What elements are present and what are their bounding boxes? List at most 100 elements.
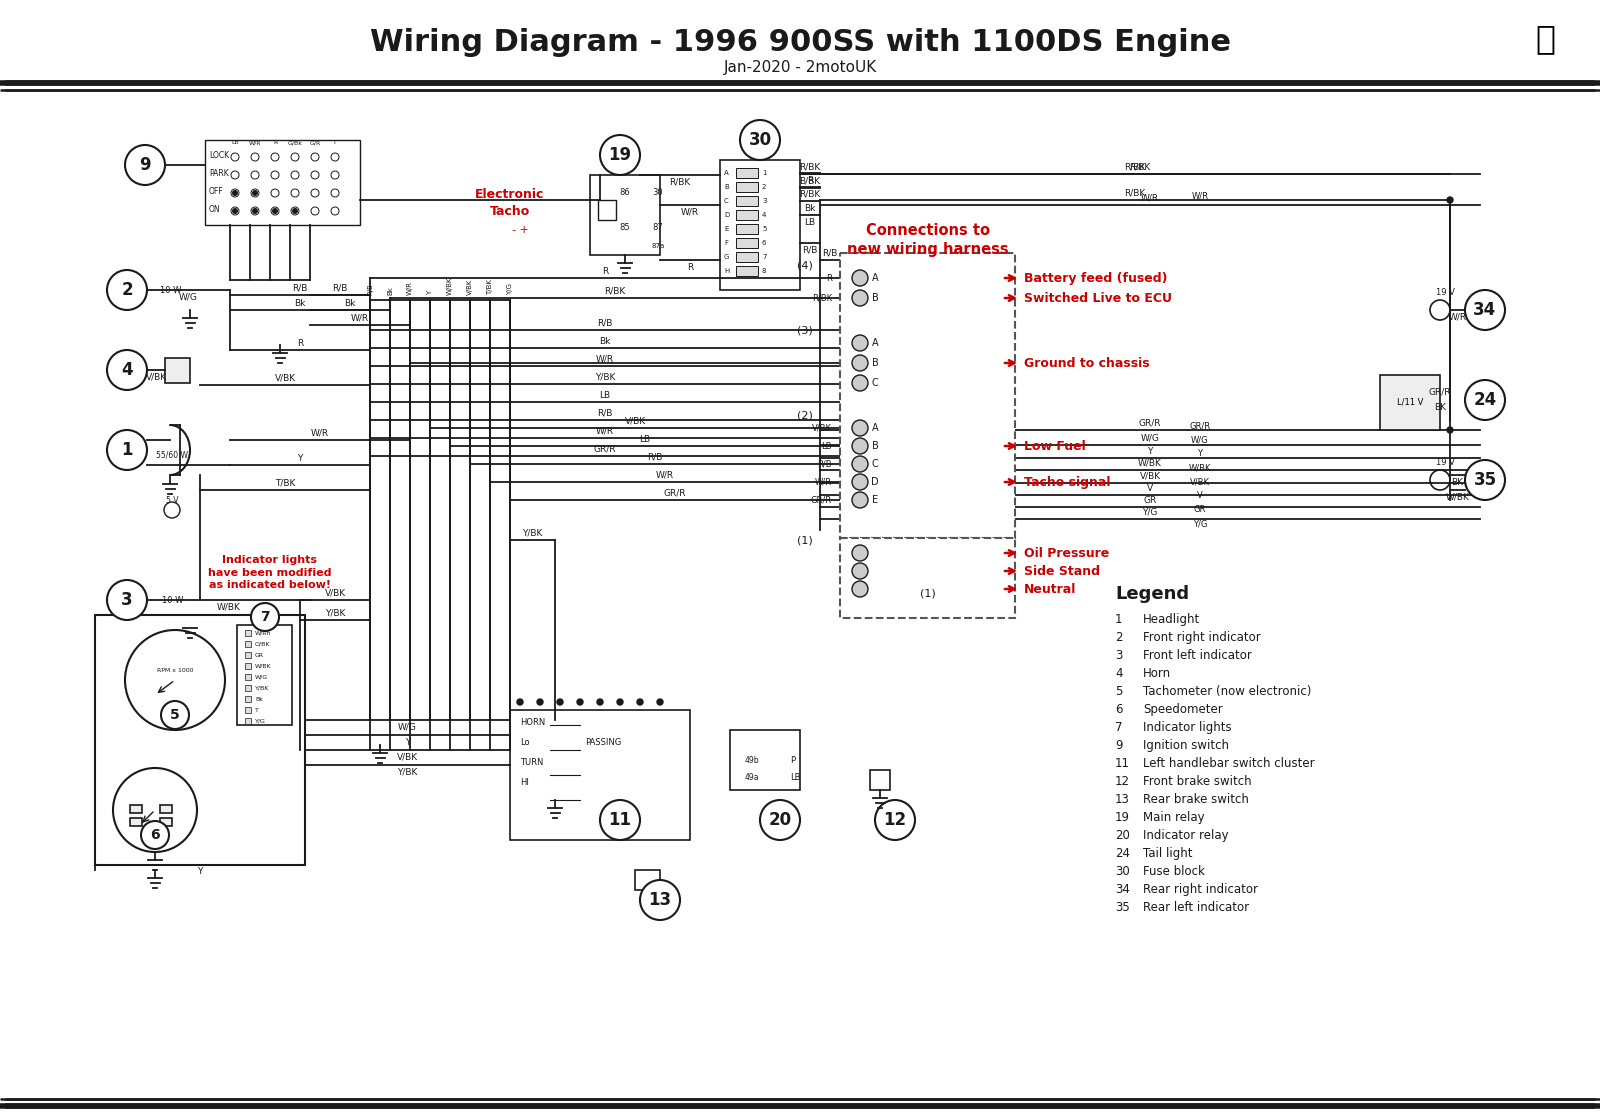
Text: W/R: W/R xyxy=(595,354,614,363)
Text: 4: 4 xyxy=(1115,667,1123,680)
Text: Battery feed (fused): Battery feed (fused) xyxy=(1024,272,1168,284)
Text: Y: Y xyxy=(405,737,410,746)
Text: Indicator lights: Indicator lights xyxy=(1142,721,1232,734)
Circle shape xyxy=(1466,460,1506,500)
Text: (1): (1) xyxy=(797,535,813,545)
Circle shape xyxy=(1446,197,1453,203)
Text: R: R xyxy=(298,339,302,348)
Text: PARK: PARK xyxy=(210,168,229,177)
Text: G: G xyxy=(723,254,730,260)
Text: LB: LB xyxy=(640,434,651,443)
Text: R/B: R/B xyxy=(802,245,818,254)
Text: 9: 9 xyxy=(1115,739,1123,752)
Text: R: R xyxy=(274,140,277,145)
Text: R: R xyxy=(806,176,813,185)
Text: Neutral: Neutral xyxy=(1024,583,1077,596)
Text: Y/G: Y/G xyxy=(507,283,514,295)
Text: D: D xyxy=(723,212,730,218)
Text: 12: 12 xyxy=(883,811,907,829)
FancyBboxPatch shape xyxy=(160,805,173,813)
Text: Lo: Lo xyxy=(520,737,530,747)
Text: 10 W: 10 W xyxy=(162,596,184,605)
Text: Bk: Bk xyxy=(387,286,394,295)
Circle shape xyxy=(125,145,165,185)
Text: 🏍: 🏍 xyxy=(1534,22,1555,55)
Text: Y: Y xyxy=(1147,447,1152,456)
Text: V/BK: V/BK xyxy=(325,588,346,597)
Text: R/B: R/B xyxy=(597,319,613,328)
Text: 6: 6 xyxy=(1115,703,1123,716)
Text: B: B xyxy=(872,441,878,451)
Text: 2: 2 xyxy=(1115,631,1123,644)
Text: Headlight: Headlight xyxy=(1142,613,1200,626)
Text: 9: 9 xyxy=(139,156,150,174)
Text: Y: Y xyxy=(1197,449,1203,458)
Text: F: F xyxy=(723,240,728,246)
Circle shape xyxy=(517,698,523,705)
Text: W/G: W/G xyxy=(398,723,418,732)
Text: GR: GR xyxy=(254,653,264,657)
FancyBboxPatch shape xyxy=(635,870,661,890)
Bar xyxy=(736,182,758,192)
Text: Bk: Bk xyxy=(805,204,816,213)
Circle shape xyxy=(760,800,800,840)
FancyBboxPatch shape xyxy=(237,625,291,725)
Text: (4): (4) xyxy=(797,260,813,270)
Text: 7: 7 xyxy=(1115,721,1123,734)
Text: 11: 11 xyxy=(608,811,632,829)
Text: 12: 12 xyxy=(1115,775,1130,788)
Text: V/BK: V/BK xyxy=(813,423,832,432)
Text: (2): (2) xyxy=(797,410,813,420)
Text: R: R xyxy=(826,274,832,283)
Text: 19: 19 xyxy=(608,146,632,164)
Text: Y/BK: Y/BK xyxy=(595,372,614,381)
Circle shape xyxy=(600,800,640,840)
Text: 20: 20 xyxy=(768,811,792,829)
Text: Fuse block: Fuse block xyxy=(1142,864,1205,878)
Text: W/R: W/R xyxy=(310,429,330,438)
Text: 49b: 49b xyxy=(746,755,760,764)
Text: GR/R: GR/R xyxy=(1429,388,1451,397)
Circle shape xyxy=(1446,427,1453,433)
Bar xyxy=(736,168,758,178)
Text: W/BK: W/BK xyxy=(216,603,240,612)
Text: HORN: HORN xyxy=(520,719,546,727)
Circle shape xyxy=(597,698,603,705)
Text: Y/BK: Y/BK xyxy=(254,685,269,691)
Text: 35: 35 xyxy=(1115,901,1130,913)
Circle shape xyxy=(291,208,298,214)
Text: 13: 13 xyxy=(648,891,672,909)
Text: D: D xyxy=(870,477,878,487)
Bar xyxy=(245,696,251,702)
Text: H: H xyxy=(723,268,730,274)
Circle shape xyxy=(600,135,640,175)
Text: Y/G: Y/G xyxy=(1142,508,1158,517)
Text: 3: 3 xyxy=(1115,649,1122,662)
Text: C: C xyxy=(723,198,728,204)
Text: G/Bk: G/Bk xyxy=(288,140,302,145)
Text: 5: 5 xyxy=(170,709,179,722)
Text: Y/G: Y/G xyxy=(1194,519,1206,528)
Text: 30: 30 xyxy=(1115,864,1130,878)
Text: 19 V: 19 V xyxy=(1435,289,1454,297)
Bar xyxy=(736,224,758,234)
Bar xyxy=(245,719,251,724)
Text: 24: 24 xyxy=(1474,391,1496,409)
Text: 86: 86 xyxy=(619,188,630,197)
Text: V/BK: V/BK xyxy=(1139,471,1160,480)
Text: Ignition switch: Ignition switch xyxy=(1142,739,1229,752)
Text: BK: BK xyxy=(1451,478,1464,487)
FancyBboxPatch shape xyxy=(1379,375,1440,430)
Text: A: A xyxy=(723,170,728,176)
Circle shape xyxy=(851,582,867,597)
Text: Y/BK: Y/BK xyxy=(522,528,542,537)
Circle shape xyxy=(251,603,278,631)
Text: R/BK: R/BK xyxy=(669,177,691,186)
Circle shape xyxy=(232,190,238,196)
Text: W/G: W/G xyxy=(179,293,198,302)
Bar xyxy=(245,631,251,636)
Text: Front brake switch: Front brake switch xyxy=(1142,775,1251,788)
Circle shape xyxy=(851,492,867,508)
Text: 49a: 49a xyxy=(746,773,760,782)
Text: Speedometer: Speedometer xyxy=(1142,703,1222,716)
